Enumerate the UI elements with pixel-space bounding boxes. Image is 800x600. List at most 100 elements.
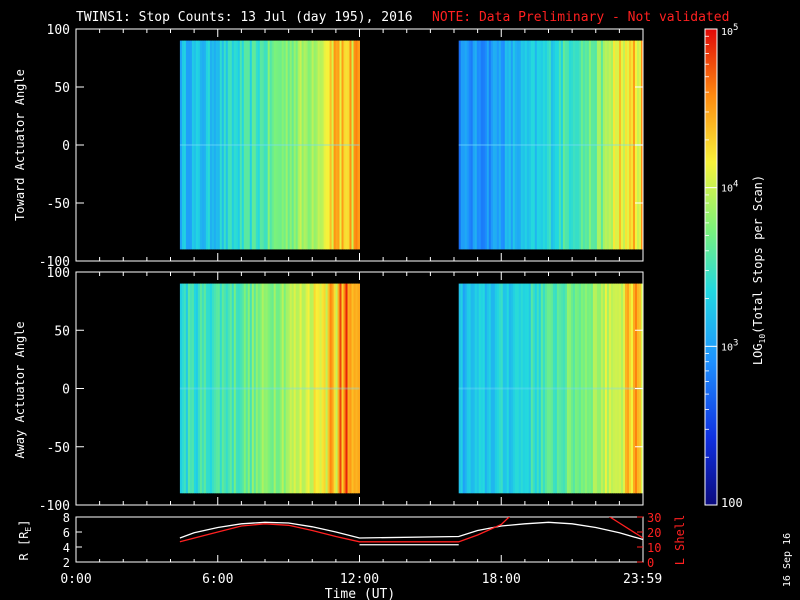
heatmap-toward-column [265, 40, 269, 250]
heatmap-toward-column [584, 40, 588, 250]
heatmap-away-column [502, 283, 506, 494]
heatmap-toward-column [281, 40, 285, 250]
heatmap-toward-column [291, 40, 295, 250]
heatmap-away-column [217, 283, 221, 494]
heatmap-toward-column [484, 40, 488, 250]
heatmap-toward-column [193, 40, 197, 250]
ytick-label: -50 [47, 197, 70, 212]
heatmap-toward-column [269, 40, 273, 250]
heatmap-toward-column [341, 40, 344, 250]
heatmap-toward-column [602, 40, 606, 250]
heatmap-toward-column [514, 40, 518, 250]
heatmap-away-column [588, 283, 592, 494]
date-stamp: 16 Sep 16 [782, 533, 793, 587]
heatmap-away-column [203, 283, 207, 494]
heatmap-away-column [494, 283, 498, 494]
heatmap-toward-column [458, 40, 462, 250]
heatmap-toward-column [532, 40, 536, 250]
heatmap-away-column [608, 283, 612, 494]
heatmap-away-column [542, 283, 546, 494]
heatmap-away-column [562, 283, 566, 494]
heatmap-toward-column [211, 40, 215, 250]
heatmap-away-column [189, 283, 193, 494]
ytick-label: 50 [54, 81, 70, 96]
heatmap-toward-column [351, 40, 354, 250]
ytick-label: 0 [62, 139, 70, 154]
ytick-label: 0 [62, 383, 70, 398]
heatmap-toward-column [631, 40, 634, 250]
heatmap-away-column [351, 283, 354, 494]
heatmap-away-column [490, 283, 494, 494]
heatmap-toward-column [578, 40, 582, 250]
heatmap-away-column [528, 283, 532, 494]
radius-series-line [179, 521, 643, 541]
heatmap-toward-column [528, 40, 532, 250]
heatmap-away-column [480, 283, 484, 494]
heatmap-toward-column [592, 40, 596, 250]
ytick-label: -100 [39, 255, 70, 270]
heatmap-toward-column [283, 40, 287, 250]
heatmap-toward-column [297, 40, 301, 250]
heatmap-toward-column [625, 40, 628, 250]
heatmap-toward-column [267, 40, 271, 250]
heatmap-away-column [486, 283, 490, 494]
heatmap-away-column [596, 283, 600, 494]
heatmap-toward-column [524, 40, 528, 250]
colorbar-tick-label: 105 [721, 23, 738, 38]
heatmap-toward-column [629, 40, 632, 250]
heatmap-away-column [506, 283, 510, 494]
heatmap-toward-column [243, 40, 247, 250]
heatmap-toward-column [468, 40, 472, 250]
heatmap-away-column [600, 283, 604, 494]
heatmap-away-column [496, 283, 500, 494]
heatmap-toward-column [488, 40, 492, 250]
heatmap-toward-column [500, 40, 504, 250]
heatmap-away-column [556, 283, 560, 494]
xtick-label: 23:59 [623, 572, 662, 587]
heatmap-away-column [518, 283, 522, 494]
p3-ytick-label: 6 [63, 526, 70, 540]
heatmap-away-column [512, 283, 516, 494]
heatmap-away-column [187, 283, 191, 494]
heatmap-away-column [353, 283, 356, 494]
heatmap-toward-column [349, 40, 352, 250]
heatmap-away-column [285, 283, 289, 494]
heatmap-away-cells [179, 283, 644, 494]
heatmap-away-column [633, 283, 636, 494]
heatmap-toward-column [490, 40, 494, 250]
heatmap-away-column [259, 283, 263, 494]
heatmap-away-column [590, 283, 594, 494]
heatmap-toward-column [235, 40, 239, 250]
heatmap-away-column [199, 283, 203, 494]
heatmap-toward-zero-band [179, 144, 360, 146]
heatmap-away-column [566, 283, 570, 494]
p3-y2tick-label: 10 [647, 541, 661, 555]
heatmap-toward-column [462, 40, 466, 250]
heatmap-away-column [271, 283, 275, 494]
heatmap-toward-column [494, 40, 498, 250]
heatmap-away-column [223, 283, 227, 494]
heatmap-toward-column [203, 40, 207, 250]
heatmap-toward-column [538, 40, 542, 250]
heatmap-toward-column [201, 40, 205, 250]
heatmap-toward-column [552, 40, 556, 250]
heatmap-away-column [347, 283, 350, 494]
heatmap-away-column [331, 283, 335, 494]
heatmap-away-column [237, 283, 241, 494]
heatmap-away-column [253, 283, 257, 494]
heatmap-toward-column [189, 40, 193, 250]
heatmap-toward-column [562, 40, 566, 250]
heatmap-toward-column [271, 40, 275, 250]
p3-ytick-label: 4 [63, 541, 70, 555]
heatmap-away-column [233, 283, 237, 494]
heatmap-away-column [526, 283, 530, 494]
heatmap-toward-column [598, 40, 602, 250]
heatmap-away-column [211, 283, 215, 494]
heatmap-away-column [621, 283, 624, 494]
heatmap-away-column [277, 283, 281, 494]
heatmap-away-column [327, 283, 331, 494]
heatmap-toward-column [245, 40, 249, 250]
heatmap-toward-column [277, 40, 281, 250]
colorbar-tick-label: 104 [721, 180, 738, 195]
heatmap-away-column [235, 283, 239, 494]
